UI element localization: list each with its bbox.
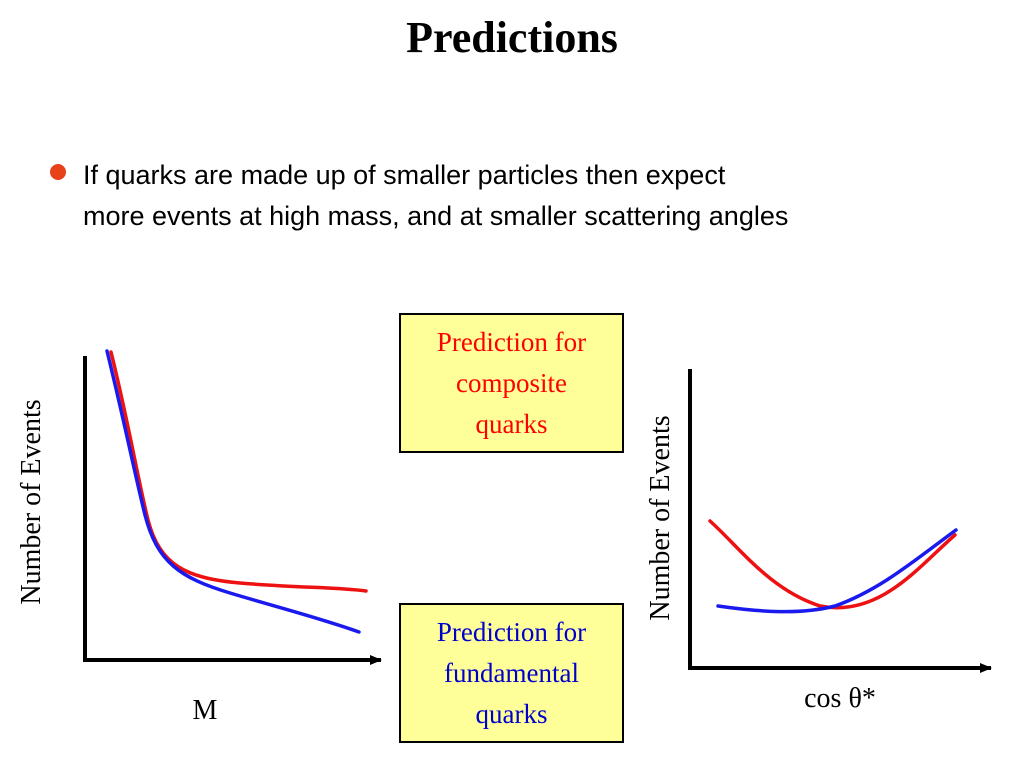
left-fundamental-curve xyxy=(105,349,361,634)
fundamental-prediction-box: Prediction for fundamental quarks xyxy=(399,603,624,743)
left-composite-curve xyxy=(109,350,368,593)
bullet-text: If quarks are made up of smaller particl… xyxy=(83,155,1003,237)
left-x-axis-label: M xyxy=(192,695,218,726)
right-composite-curve xyxy=(708,519,957,610)
fundamental-box-line-1: Prediction for xyxy=(436,616,587,647)
left-plot-axes xyxy=(83,356,382,665)
bullet-line-1: If quarks are made up of smaller particl… xyxy=(83,160,726,190)
composite-box-line-2: composite xyxy=(456,367,567,398)
fundamental-box-line-3: quarks xyxy=(475,698,548,729)
composite-box-line-3: quarks xyxy=(475,408,548,439)
right-y-axis-label: Number of Events xyxy=(645,415,676,621)
slide-title: Predictions xyxy=(406,13,618,62)
right-plot-axes xyxy=(688,369,992,673)
right-x-axis-label: cos θ* xyxy=(804,683,876,714)
fundamental-box-line-2: fundamental xyxy=(444,657,579,688)
right-fundamental-curve xyxy=(716,528,958,614)
composite-prediction-box: Prediction for composite quarks xyxy=(399,313,624,453)
left-y-axis-label: Number of Events xyxy=(16,399,47,605)
bullet-line-2: more events at high mass, and at smaller… xyxy=(83,201,789,231)
bullet-dot-icon xyxy=(50,164,66,180)
composite-box-line-1: Prediction for xyxy=(436,326,587,357)
